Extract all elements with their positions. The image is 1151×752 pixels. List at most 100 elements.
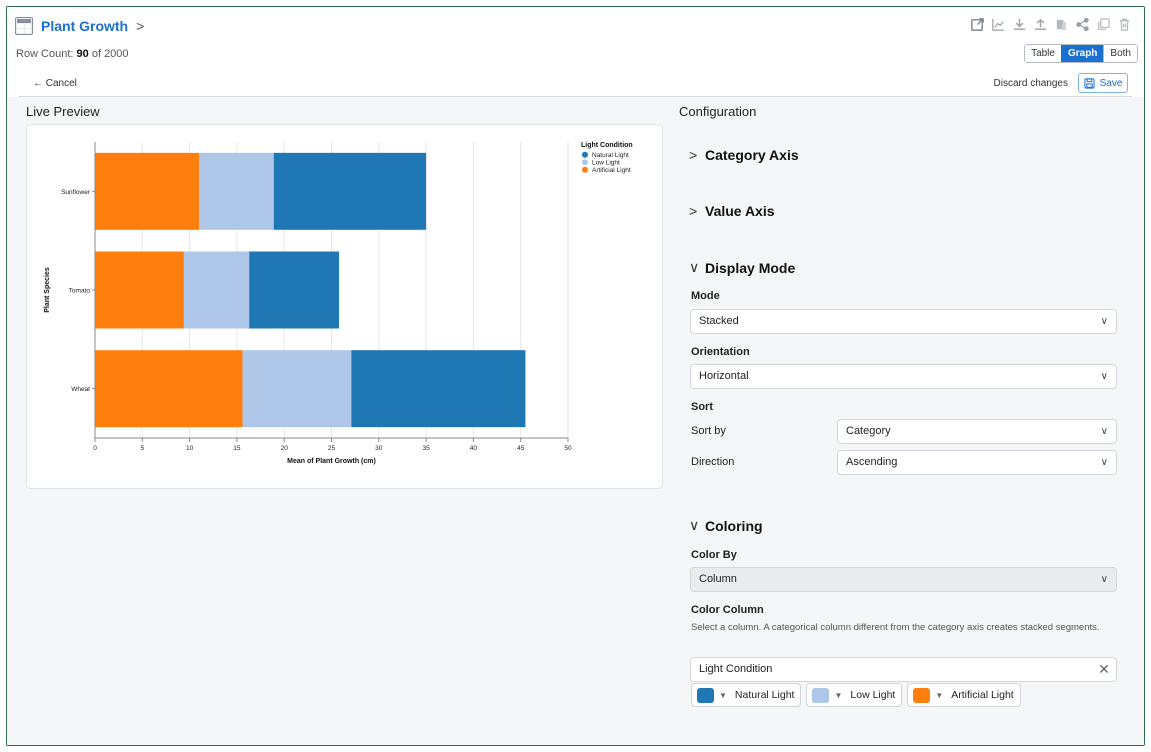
- sort-by-label: Sort by: [691, 425, 726, 437]
- bar-segment: [249, 251, 340, 329]
- chevron-down-icon: ∨: [1100, 457, 1108, 468]
- view-both-button[interactable]: Both: [1103, 45, 1137, 62]
- direction-select[interactable]: Ascending ∨: [837, 450, 1117, 475]
- color-by-select[interactable]: Column ∨: [690, 567, 1117, 592]
- coloring-section[interactable]: ∨ Coloring: [689, 517, 763, 534]
- chevron-down-icon: ∨: [1100, 426, 1108, 437]
- toolbar-icons: [970, 17, 1132, 32]
- x-tick-label: 25: [328, 445, 336, 452]
- legend-swatch: [582, 151, 588, 158]
- bar-segment: [351, 350, 526, 428]
- caret-down-icon[interactable]: ▼: [719, 690, 727, 700]
- header: Plant Growth > Row Count: 90 of 2000 Tab…: [7, 7, 1144, 97]
- view-table-button[interactable]: Table: [1025, 45, 1061, 62]
- direction-value: Ascending: [846, 456, 898, 468]
- mode-label: Mode: [691, 290, 720, 302]
- y-tick-label: Sunflower: [61, 189, 91, 196]
- row-count: Row Count: 90 of 2000: [16, 48, 129, 60]
- row-count-value: 90: [76, 48, 89, 60]
- bar-segment: [183, 251, 250, 329]
- color-by-label: Color By: [691, 549, 737, 561]
- x-tick-label: 20: [281, 445, 289, 452]
- color-column-label: Color Column: [691, 604, 764, 616]
- chevron-right-icon[interactable]: >: [136, 18, 145, 34]
- chart-card: Sunflower Tomato Wheat 0 5 10 15 20 25 30 35 40 45 50…: [26, 124, 663, 489]
- cancel-button[interactable]: ← Cancel: [33, 78, 77, 89]
- copy-pages-icon[interactable]: [1054, 17, 1069, 32]
- display-mode-label: Display Mode: [705, 259, 796, 276]
- view-graph-button[interactable]: Graph: [1060, 45, 1104, 62]
- value-axis-label: Value Axis: [705, 203, 775, 219]
- legend-swatch: [582, 159, 588, 166]
- app-window: Plant Growth > Row Count: 90 of 2000 Tab…: [6, 6, 1145, 746]
- color-swatch[interactable]: [697, 687, 714, 703]
- display-mode-section[interactable]: ∨ Display Mode: [689, 259, 795, 276]
- chevron-down-icon: ∨: [1100, 316, 1108, 327]
- mode-select[interactable]: Stacked ∨: [690, 309, 1117, 334]
- category-axis-label: Category Axis: [705, 147, 799, 163]
- bar-segment: [95, 251, 184, 329]
- chevron-right-icon: >: [689, 147, 698, 163]
- x-tick-label: 15: [233, 445, 241, 452]
- live-preview-title: Live Preview: [26, 104, 100, 119]
- legend-label: Artificial Light: [592, 167, 631, 174]
- external-link-icon[interactable]: [970, 17, 985, 32]
- editor-body: Live Preview Sunflower Tomato Wheat 0 5 10 15 2…: [7, 97, 1144, 745]
- color-column-select[interactable]: Light Condition ✕: [690, 657, 1117, 682]
- page-title[interactable]: Plant Growth: [41, 18, 129, 34]
- sort-label: Sort: [691, 401, 713, 413]
- legend-label: Low Light: [592, 160, 620, 167]
- x-tick-label: 5: [140, 445, 144, 452]
- x-tick-label: 45: [517, 445, 525, 452]
- configuration-title: Configuration: [679, 104, 757, 119]
- bar-chart: Sunflower Tomato Wheat 0 5 10 15 20 25 30 35 40 45 50…: [44, 142, 633, 465]
- coloring-label: Coloring: [705, 517, 763, 534]
- value-axis-section[interactable]: > Value Axis: [689, 203, 775, 219]
- color-chips: ▼ Natural Light ▼ Low Light ▼ Artificial…: [691, 683, 1021, 707]
- bar-segment: [242, 350, 352, 428]
- legend-swatch: [582, 166, 588, 173]
- color-chip-artificial-light[interactable]: ▼ Artificial Light: [907, 683, 1021, 707]
- x-tick-label: 10: [186, 445, 194, 452]
- row-count-prefix: Row Count:: [16, 48, 77, 60]
- view-toggle: Table Graph Both: [1024, 44, 1138, 63]
- caret-down-icon[interactable]: ▼: [935, 690, 944, 700]
- color-swatch[interactable]: [913, 687, 931, 703]
- category-axis-section[interactable]: > Category Axis: [689, 147, 799, 163]
- sort-by-select[interactable]: Category ∨: [837, 419, 1117, 444]
- chevron-down-icon: ∨: [689, 517, 700, 533]
- trash-icon[interactable]: [1117, 17, 1132, 32]
- x-tick-label: 50: [564, 445, 572, 452]
- chip-label: Natural Light: [734, 689, 795, 701]
- legend-title: Light Condition: [581, 142, 633, 149]
- color-chip-natural-light[interactable]: ▼ Natural Light: [691, 683, 802, 707]
- bar-segment: [273, 152, 427, 230]
- orientation-value: Horizontal: [699, 370, 749, 382]
- discard-changes-button[interactable]: Discard changes: [993, 78, 1068, 89]
- duplicate-icon[interactable]: [1096, 17, 1111, 32]
- bar-segment: [95, 350, 243, 428]
- caret-down-icon[interactable]: ▼: [834, 690, 843, 700]
- mode-value: Stacked: [699, 315, 739, 327]
- y-tick-label: Wheat: [71, 386, 90, 393]
- bar-segment: [199, 152, 274, 230]
- chevron-down-icon: ∨: [689, 259, 700, 275]
- share-icon[interactable]: [1075, 17, 1090, 32]
- color-swatch[interactable]: [812, 687, 830, 703]
- x-tick-label: 40: [470, 445, 478, 452]
- y-tick-label: Tomato: [69, 288, 91, 295]
- x-tick-label: 30: [375, 445, 383, 452]
- color-chip-low-light[interactable]: ▼ Low Light: [806, 683, 903, 707]
- title-row: Plant Growth >: [15, 17, 144, 35]
- table-icon: [15, 17, 33, 35]
- save-label: Save: [1099, 77, 1123, 89]
- upload-icon[interactable]: [1033, 17, 1048, 32]
- orientation-select[interactable]: Horizontal ∨: [690, 364, 1117, 389]
- download-icon[interactable]: [1012, 17, 1027, 32]
- chevron-down-icon: ∨: [1100, 574, 1108, 585]
- x-tick-label: 0: [93, 445, 97, 452]
- clear-icon[interactable]: ✕: [1098, 661, 1110, 677]
- y-axis-title: Plant Species: [44, 267, 51, 313]
- save-button[interactable]: Save: [1078, 73, 1128, 93]
- chart-icon[interactable]: [991, 17, 1006, 32]
